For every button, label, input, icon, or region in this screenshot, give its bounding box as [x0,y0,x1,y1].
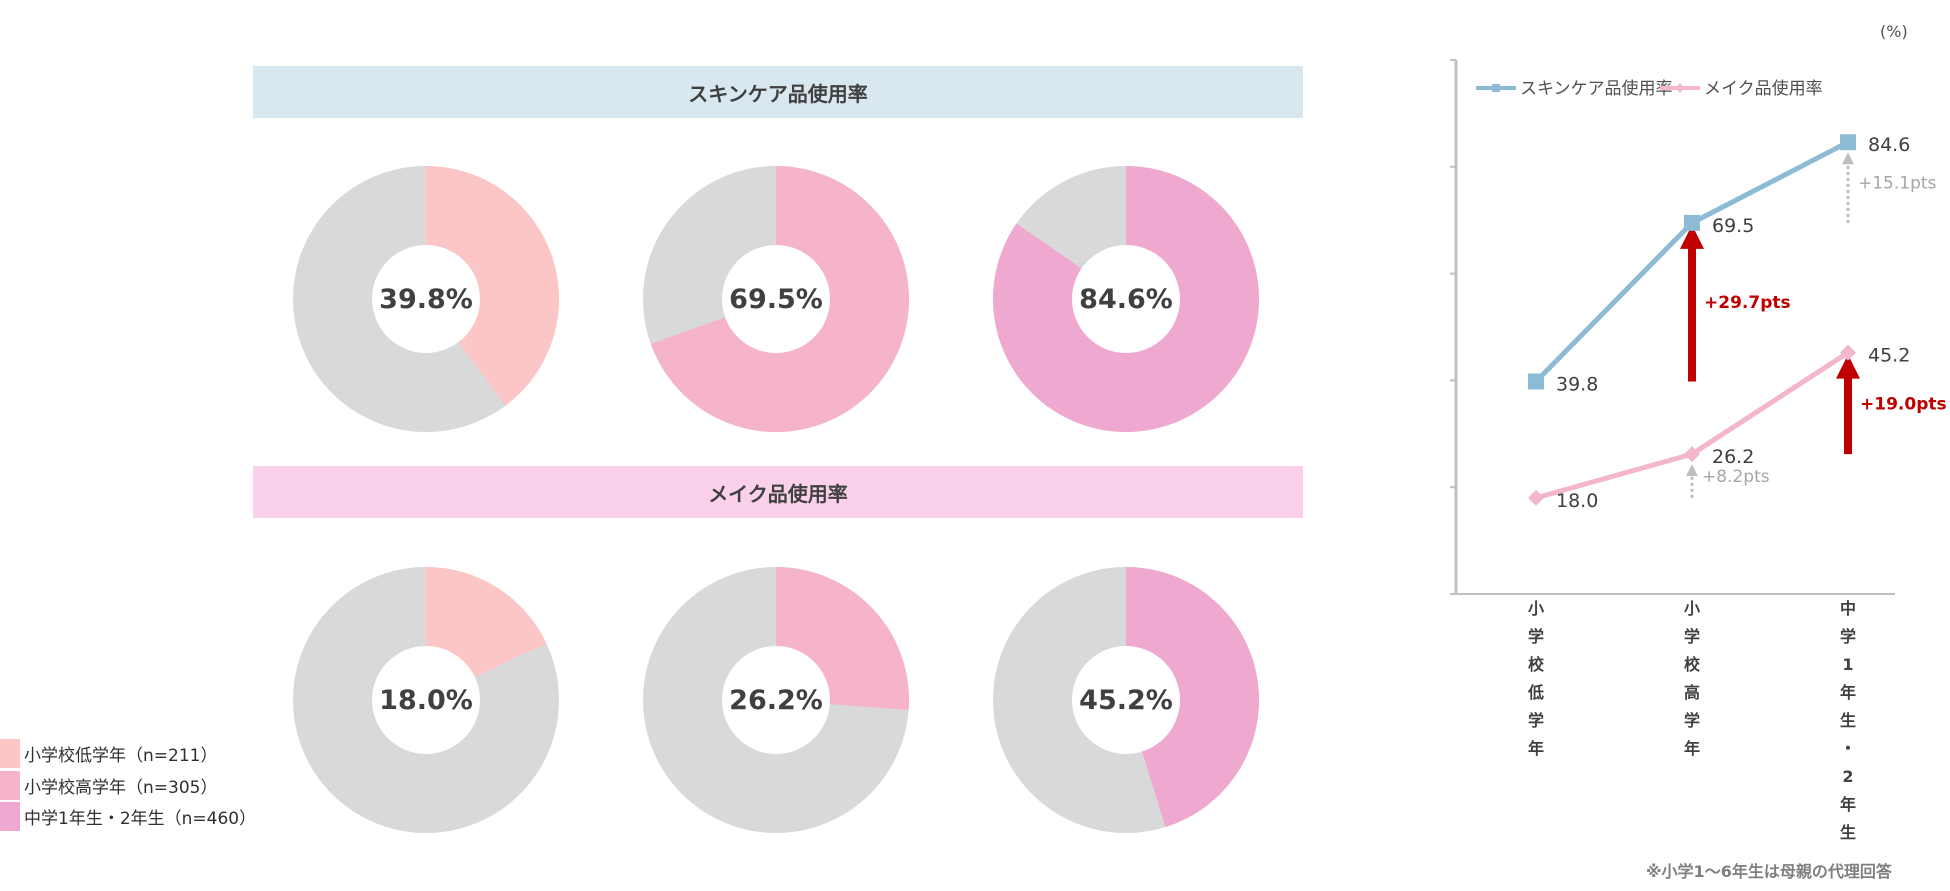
footnote: ※小学1〜6年生は母親の代理回答 [1646,862,1892,881]
legend-item-lower-elementary: 小学校低学年（n=211） [0,738,256,770]
legend-swatch [0,770,20,800]
legend-marker [1492,84,1500,92]
increase-arrow: +15.1pts [1842,152,1937,223]
legend-swatch [0,739,20,769]
x-tick-label: 小学校低学年 [1527,599,1545,758]
makeup-donut-junior-high: 45.2% [993,567,1260,833]
increase-arrow: +8.2pts [1686,464,1770,498]
skincare-donut-upper-elementary: 69.5% [643,166,909,433]
makeup-usage-title: メイク品使用率 [253,466,1303,518]
skincare-point [1528,373,1544,390]
arrow-head [1686,464,1698,477]
data-label: 26.2 [1712,446,1754,468]
donut-hole [1072,245,1180,353]
legend-skincare: スキンケア品使用率 [1476,78,1673,99]
donut-hole [372,245,480,353]
skincare-point [1840,134,1856,151]
increase-arrow-highlight: +29.7pts [1680,224,1791,382]
makeup-point [1684,446,1700,463]
makeup-donut-junior-high-graphic [993,567,1260,833]
data-label: 84.6 [1868,134,1910,156]
x-tick-label: 中学 1 年生・ 2 年生 [1840,599,1856,842]
skincare-donut-lower-elementary-graphic [293,166,560,432]
skincare-donut-lower-elementary: 39.8% [293,166,560,432]
legend-label: 中学1年生・2年生（n=460） [24,809,257,830]
makeup-donut-upper-elementary: 26.2% [643,567,909,833]
legend-label: スキンケア品使用率 [1520,78,1673,99]
makeup-donut-lower-elementary: 18.0% [293,567,559,833]
donut-hole [722,245,830,353]
data-label: 18.0 [1556,490,1598,512]
makeup-donut-upper-elementary-graphic [643,567,909,833]
skincare-donut-upper-elementary-graphic [643,166,909,433]
legend-item-junior-high: 中学1年生・2年生（n=460） [0,801,256,833]
skincare-point [1684,214,1700,231]
makeup-point [1840,344,1856,361]
donut-hole [372,646,480,754]
unit-label: (%) [1880,22,1908,41]
legend-label: メイク品使用率 [1704,78,1823,99]
arrow-head [1680,224,1704,249]
increase-label: +15.1pts [1858,174,1937,194]
skincare-donut-junior-high: 84.6% [992,166,1259,432]
makeup-donut-lower-elementary-graphic [293,567,559,833]
legend-label: 小学校高学年（n=305） [24,777,218,798]
legend-swatch [0,802,20,832]
legend-makeup: メイク品使用率 [1660,78,1823,99]
donut-hole [1072,646,1180,754]
increase-label: +8.2pts [1702,467,1770,487]
increase-arrow-highlight: +19.0pts [1836,354,1947,455]
grade-legend: 小学校低学年（n=211） 小学校高学年（n=305） 中学1年生・2年生（n=… [0,738,256,833]
data-label: 69.5 [1712,215,1754,237]
legend-marker [1675,83,1685,93]
legend-item-upper-elementary: 小学校高学年（n=305） [0,770,256,802]
usage-slice [426,166,560,406]
data-label: 45.2 [1868,345,1910,367]
donut-hole [722,646,830,754]
makeup-point [1528,489,1544,506]
legend-label: 小学校低学年（n=211） [24,746,218,767]
skincare-donut-junior-high-graphic [992,166,1259,432]
x-tick-label: 小学校高学年 [1684,599,1701,758]
arrow-head [1842,152,1854,165]
data-label: 39.8 [1556,373,1598,395]
skincare-usage-title: スキンケア品使用率 [253,66,1303,118]
increase-label: +29.7pts [1704,293,1791,313]
usage-trend-line-chart: 小学校低学年 小学校高学年 中学 1 年生・ 2 年生 スキンケア品使用率 メイク品使用率 +29… [1450,59,1947,842]
usage-slice [1126,567,1260,827]
arrow-head [1836,354,1860,379]
increase-label: +19.0pts [1860,394,1947,414]
